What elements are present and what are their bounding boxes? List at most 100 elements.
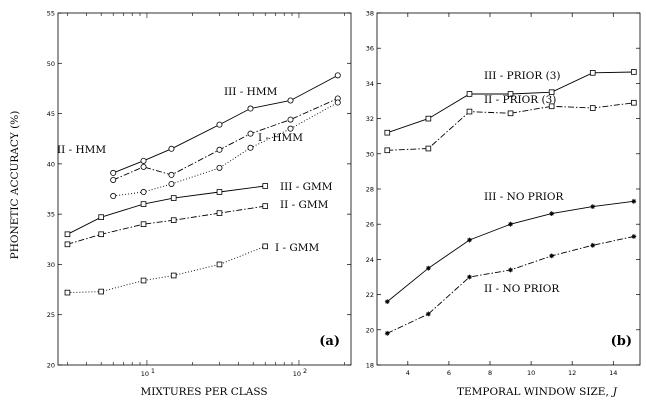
y-tick-label: 32 [366,115,374,123]
data-point-marker [466,91,473,97]
data-point-marker [589,105,596,111]
data-point-marker [508,221,513,227]
panel-b-chart: TEMPORAL WINDOW SIZE, J (b) 18 20 22 24 26 28 3… [366,10,641,398]
data-point-marker [287,97,294,104]
data-point-marker [168,145,175,152]
panel-a-label: (a) [319,334,340,349]
data-point-marker [590,204,596,209]
y-tick-label: 30 [47,261,55,269]
series-line-ii-hmm [113,98,338,181]
data-point-marker [247,130,254,137]
y-tick-label: 26 [366,221,374,229]
series-i-hmm: I - HMM [110,99,341,200]
y-axis-label: PHONETIC ACCURACY (%) [9,111,21,260]
series-label: III - PRIOR (3) [484,70,561,82]
data-point-marker [170,272,177,279]
data-point-marker [140,163,147,170]
series-label: III - HMM [224,86,278,98]
data-point-marker [467,274,472,280]
data-point-marker [548,89,555,96]
series-label: II - HMM [57,144,106,156]
data-point-marker [110,169,117,176]
panel-a-frame [57,12,352,366]
series-iii-hmm: III - HMM [110,72,341,176]
y-tick-label: 25 [47,311,55,319]
x-tick-label: 6 [447,369,451,377]
data-point-marker [589,70,596,76]
series-label: I - HMM [258,132,303,144]
series-label: II - GMM [280,199,329,211]
data-point-marker [262,203,269,209]
data-point-marker [425,265,431,271]
data-point-marker [425,145,432,152]
panel-a-chart: MIXTURES PER CLASS (a) 20 25 30 35 40 45 50 55 1… [47,10,352,398]
series-label: II - NO PRIOR [484,283,560,295]
x-tick-label: 10 [527,369,535,377]
series-label: III - NO PRIOR [484,191,565,203]
data-point-marker [140,189,147,196]
y-tick-label: 20 [47,362,55,370]
y-tick-label: 18 [366,362,374,370]
data-point-marker [247,144,254,151]
data-point-marker [384,299,390,305]
y-tick-label: 28 [366,186,374,194]
data-point-marker [110,176,117,183]
y-tick-label: 55 [47,10,55,18]
data-point-marker [631,69,637,75]
data-point-marker [216,261,223,268]
series-i-gmm: I - GMM [64,242,320,296]
panel-b-xlabel-var: J [611,386,618,398]
series-line-ii-prior-3 [387,102,634,151]
x-tick-label: 8 [488,369,492,377]
data-point-marker [590,242,596,248]
data-point-marker [140,277,147,284]
data-point-marker [549,211,555,217]
data-point-marker [170,217,177,223]
data-point-marker [508,267,513,273]
data-point-marker [140,221,147,228]
data-point-marker [549,253,555,259]
data-point-marker [110,193,117,200]
data-point-marker [64,231,71,238]
data-point-marker [216,210,223,216]
data-point-marker [467,237,472,243]
series-ii-hmm: II - HMM [57,95,341,183]
y-tick-label: 50 [47,60,55,68]
data-point-marker [98,288,104,295]
panel-b-xlabel: TEMPORAL WINDOW SIZE, J [457,386,618,398]
y-tick-label: 20 [366,326,374,334]
series-iii-prior-3: III - PRIOR (3) [384,69,637,136]
data-point-marker [262,243,269,250]
x-tick-exponent: 2 [303,367,307,375]
data-point-marker [425,115,432,122]
data-point-marker [425,311,431,317]
series-line-i-gmm [67,245,266,294]
data-point-marker [287,125,294,132]
series-line-ii-gmm [67,205,266,245]
y-tick-label: 38 [366,10,374,18]
data-point-marker [384,330,390,336]
x-tick-exponent: 1 [151,367,155,375]
data-point-marker [216,189,223,195]
data-point-marker [507,91,514,97]
data-point-marker [98,214,104,220]
data-point-marker [507,110,514,117]
data-point-marker [98,231,104,238]
series-ii-no-prior: II - NO PRIOR [384,234,637,336]
data-point-marker [466,108,473,115]
panel-b-label: (b) [611,334,632,349]
data-point-marker [64,289,71,296]
series-ii-prior-3: II - PRIOR (3) [384,94,637,154]
series-ii-gmm: II - GMM [64,199,329,248]
y-tick-label: 24 [366,256,374,264]
x-tick-label: 10 [293,370,301,378]
y-tick-label: 30 [366,150,374,158]
data-point-marker [631,198,637,204]
data-point-marker [334,99,341,106]
data-point-marker [216,164,223,171]
data-point-marker [168,171,175,178]
data-point-marker [631,234,637,239]
data-point-marker [262,183,269,189]
data-point-marker [384,147,391,154]
